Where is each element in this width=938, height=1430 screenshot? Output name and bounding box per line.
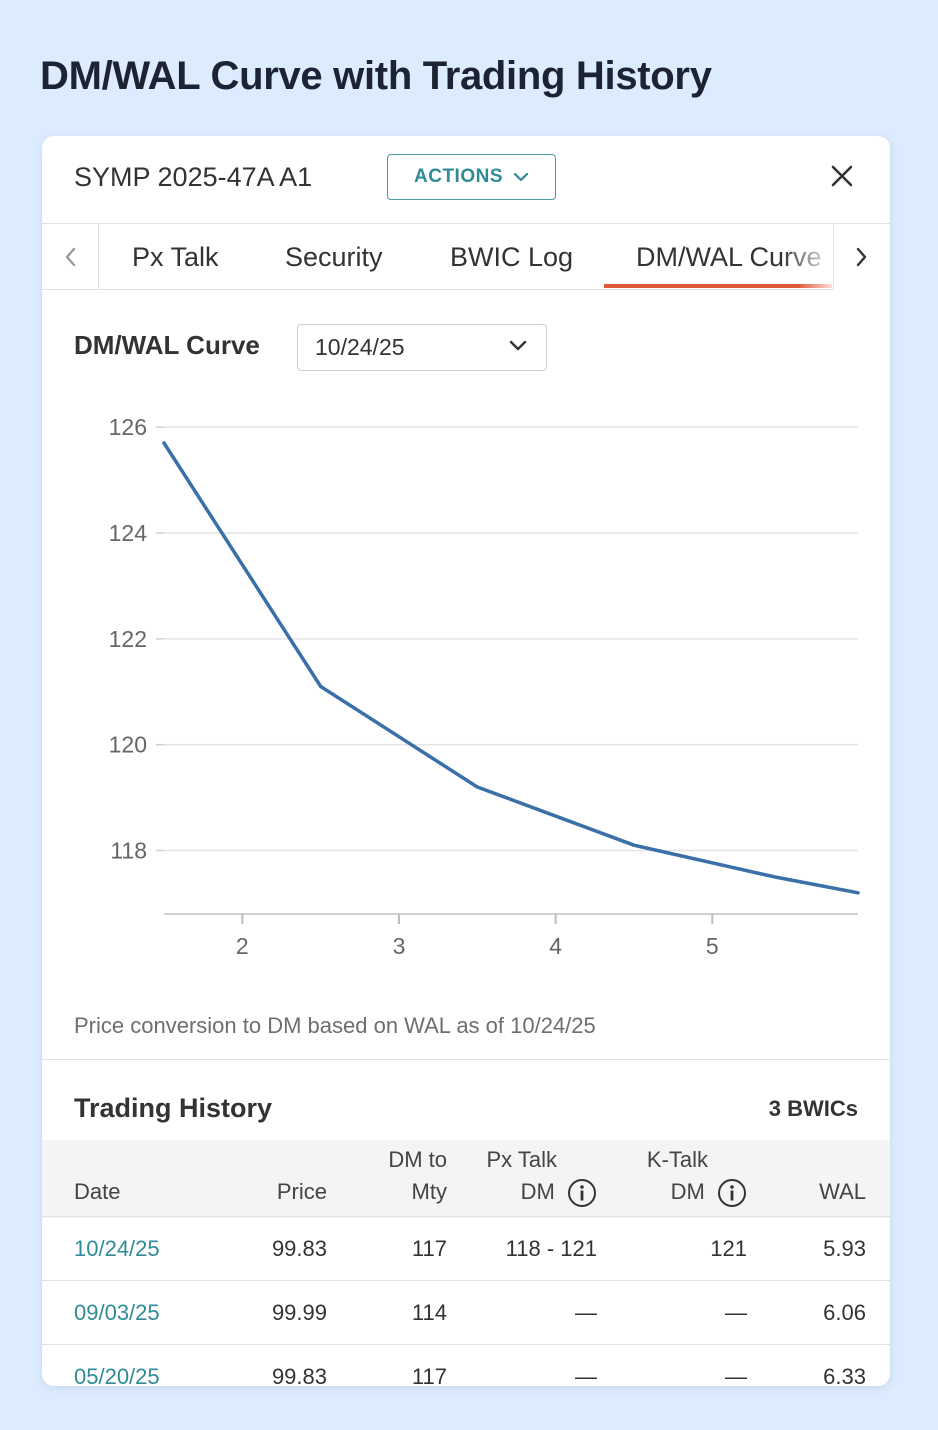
row-pxtalk: — bbox=[575, 1300, 597, 1325]
security-name: SYMP 2025-47A A1 bbox=[74, 162, 313, 192]
section-divider bbox=[42, 1059, 890, 1060]
x-tick-label: 2 bbox=[236, 933, 249, 959]
y-tick-label: 124 bbox=[109, 520, 148, 546]
security-card: SYMP 2025-47A A1 ACTIONS Px Talk Securit… bbox=[42, 136, 890, 1386]
close-icon[interactable] bbox=[828, 162, 856, 190]
col-pxtalk-line2: DM bbox=[521, 1176, 597, 1208]
row-ktalk: 121 bbox=[710, 1236, 747, 1261]
y-tick-label: 122 bbox=[109, 626, 147, 652]
row-ktalk: — bbox=[725, 1300, 747, 1325]
row-dm: 117 bbox=[411, 1364, 447, 1386]
col-wal: WAL bbox=[819, 1179, 866, 1204]
curve-date-value: 10/24/25 bbox=[315, 334, 405, 360]
row-wal: 5.93 bbox=[823, 1236, 866, 1261]
y-tick-label: 120 bbox=[109, 732, 147, 758]
x-tick-label: 4 bbox=[549, 933, 562, 959]
row-dm: 117 bbox=[411, 1236, 447, 1261]
dm-wal-series-line bbox=[162, 441, 860, 895]
row-wal: 6.06 bbox=[823, 1300, 866, 1325]
active-tab-indicator bbox=[604, 284, 832, 288]
tab-scroll-left-button[interactable] bbox=[42, 224, 99, 290]
table-row: 05/20/25 99.83 117 — — 6.33 bbox=[42, 1344, 890, 1386]
tab-bar: Px Talk Security BWIC Log DM/WAL Curve bbox=[42, 224, 890, 290]
row-price: 99.83 bbox=[271, 1236, 327, 1261]
chevron-left-icon bbox=[65, 247, 76, 267]
info-icon[interactable] bbox=[717, 1178, 747, 1208]
tab-bwic-log[interactable]: BWIC Log bbox=[450, 241, 574, 272]
x-tick-label: 3 bbox=[393, 933, 406, 959]
info-icon[interactable] bbox=[567, 1178, 597, 1208]
col-ktalk-dm: DM bbox=[670, 1179, 705, 1204]
y-tick-label: 126 bbox=[109, 414, 147, 440]
row-wal: 6.33 bbox=[823, 1364, 866, 1386]
actions-label: ACTIONS bbox=[414, 166, 503, 187]
row-price: 99.83 bbox=[271, 1364, 327, 1386]
card-header: SYMP 2025-47A A1 ACTIONS bbox=[42, 136, 890, 224]
col-dm-line1: DM to bbox=[388, 1147, 447, 1172]
col-ktalk-line1: K-Talk bbox=[646, 1147, 708, 1172]
curve-section-label: DM/WAL Curve bbox=[74, 330, 260, 360]
tab-px-talk[interactable]: Px Talk bbox=[132, 241, 219, 272]
col-dm-line2: Mty bbox=[411, 1179, 447, 1204]
row-ktalk: — bbox=[725, 1364, 747, 1386]
row-date-link[interactable]: 05/20/25 bbox=[74, 1364, 160, 1386]
col-pxtalk-dm: DM bbox=[520, 1179, 555, 1204]
row-date-link[interactable]: 09/03/25 bbox=[74, 1300, 160, 1325]
table-row: 09/03/25 99.99 114 — — 6.06 bbox=[42, 1280, 890, 1344]
col-date: Date bbox=[74, 1179, 121, 1204]
curve-date-select[interactable]: 10/24/25 bbox=[297, 324, 547, 371]
col-price: Price bbox=[276, 1179, 327, 1204]
bwic-count: 3 BWICs bbox=[768, 1096, 858, 1121]
actions-button[interactable]: ACTIONS bbox=[387, 154, 556, 200]
row-dm: 114 bbox=[411, 1300, 447, 1325]
table-header: Date Price DM to Mty Px Talk DM K-Talk D… bbox=[42, 1140, 890, 1218]
row-pxtalk: 118 - 121 bbox=[505, 1236, 597, 1261]
tab-security[interactable]: Security bbox=[285, 241, 383, 272]
tab-dm-wal-curve[interactable]: DM/WAL Curve bbox=[636, 241, 822, 272]
y-tick-label: 118 bbox=[110, 838, 147, 864]
dm-wal-chart: 118 120 122 124 126 2 3 4 5 bbox=[109, 414, 860, 959]
tab-scroll-right-button[interactable] bbox=[833, 224, 890, 290]
page-title: DM/WAL Curve with Trading History bbox=[40, 54, 712, 98]
col-ktalk-line2: DM bbox=[671, 1176, 747, 1208]
chevron-right-icon bbox=[856, 247, 867, 267]
row-date-link[interactable]: 10/24/25 bbox=[74, 1236, 160, 1261]
chevron-down-icon bbox=[513, 172, 529, 182]
chevron-down-icon bbox=[509, 340, 527, 351]
col-pxtalk-line1: Px Talk bbox=[486, 1147, 557, 1172]
trading-history-title: Trading History bbox=[74, 1093, 273, 1123]
table-row: 10/24/25 99.83 117 118 - 121 121 5.93 bbox=[42, 1216, 890, 1280]
row-pxtalk: — bbox=[575, 1364, 597, 1386]
row-price: 99.99 bbox=[271, 1300, 327, 1325]
curve-footnote: Price conversion to DM based on WAL as o… bbox=[74, 1013, 596, 1038]
x-tick-label: 5 bbox=[706, 933, 719, 959]
